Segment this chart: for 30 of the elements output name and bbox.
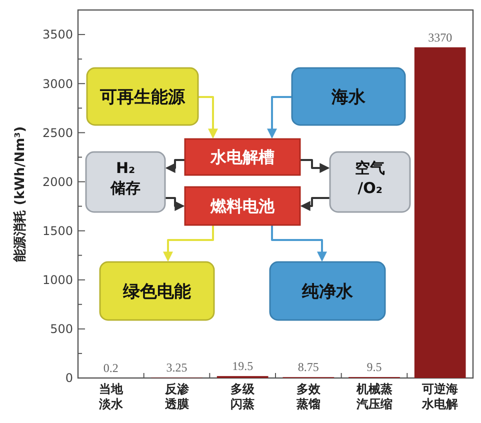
x-tick-label: 可逆海水电解 — [421, 382, 458, 411]
data-label: 3370 — [428, 30, 452, 44]
x-tick-label: 多级闪蒸 — [230, 382, 256, 411]
data-label: 9.5 — [366, 360, 382, 374]
y-axis-title: 能源消耗 (kWh/Nm³) — [12, 126, 28, 262]
x-tick-label: 机械蒸汽压缩 — [355, 382, 392, 411]
annotation: 水电解槽 — [210, 148, 274, 167]
x-tick-label: 当地淡水 — [98, 382, 124, 411]
y-tick-label: 3000 — [42, 76, 73, 91]
y-tick-label: 2500 — [42, 126, 73, 140]
data-label: 8.75 — [298, 360, 319, 374]
y-tick-label: 2000 — [42, 174, 73, 189]
annotation: 纯净水 — [301, 282, 354, 302]
annotation: 空气/O₂ — [355, 159, 385, 197]
data-label: 0.2 — [103, 360, 118, 375]
annotation: 绿色电能 — [122, 282, 191, 302]
annotation: H₂储存 — [110, 159, 140, 197]
y-tick-label: 500 — [50, 322, 73, 336]
x-tick-label: 多效蒸馏 — [295, 382, 322, 411]
data-label: 19.5 — [232, 359, 254, 374]
annotation: 海水 — [330, 87, 366, 108]
annotation: 可再生能源 — [99, 87, 186, 108]
y-tick-label: 3500 — [42, 28, 73, 42]
x-tick-label: 反渗透膜 — [164, 382, 190, 411]
y-tick-label: 1000 — [42, 273, 73, 288]
y-tick-label: 1500 — [42, 224, 73, 238]
y-tick-label: 0 — [65, 371, 73, 386]
bar — [414, 47, 466, 378]
data-label: 3.25 — [166, 360, 188, 375]
annotation: 燃料电池 — [210, 196, 276, 216]
